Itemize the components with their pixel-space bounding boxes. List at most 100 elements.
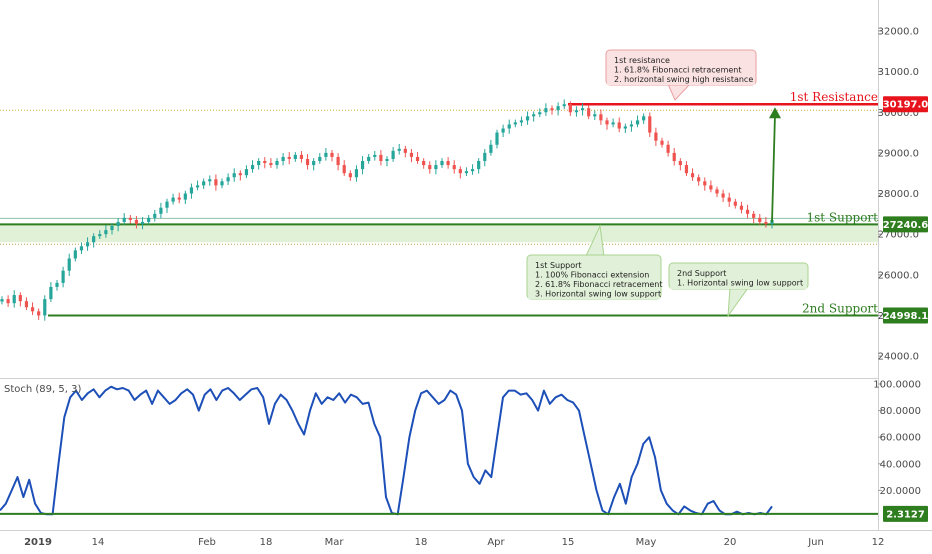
candle-body	[232, 173, 236, 178]
candle-body	[501, 128, 505, 133]
time-tick-label: 14	[92, 537, 105, 548]
support1-note-seam	[528, 297, 660, 299]
candle-body	[483, 152, 487, 161]
candle-body	[470, 169, 475, 172]
level-lines-group: 1st Resistance 1st Support 2nd Support	[0, 90, 878, 317]
candle-body	[544, 108, 548, 113]
candle-body	[79, 246, 84, 251]
candle-body	[61, 270, 65, 283]
stochastic-pane	[0, 385, 878, 516]
candle-body	[299, 154, 304, 159]
support-zone	[0, 224, 878, 243]
candle-body	[495, 132, 499, 145]
candle-body	[464, 171, 469, 174]
candle-body	[367, 156, 371, 161]
time-tick-label: 12	[872, 537, 885, 548]
candle-body	[727, 197, 731, 202]
candle-body	[165, 201, 169, 208]
price-axis[interactable]: 32000.0 31000.0 30000.0 29000.0 28000.0 27000…	[873, 27, 921, 497]
candle-body	[318, 156, 322, 161]
time-tick-label: 15	[562, 537, 575, 548]
candle-body	[287, 156, 291, 159]
candle-body	[263, 161, 267, 164]
candle-body	[122, 217, 126, 222]
candle-body	[489, 144, 493, 153]
support1-price-tag-text: 27240.6	[883, 220, 929, 231]
price-tick-label: 28000.0	[878, 189, 919, 200]
resistance-note-line: 1st resistance	[614, 56, 670, 65]
stoch-tick-label: 100.0000	[873, 380, 921, 391]
time-tick-label: Mar	[325, 537, 345, 548]
price-tick-label: 26000.0	[878, 270, 919, 281]
candle-body	[532, 114, 536, 117]
candle-body	[678, 161, 682, 166]
candle-body	[244, 169, 249, 176]
candle-body	[611, 122, 615, 125]
candle-body	[336, 156, 340, 166]
candle-body	[666, 144, 670, 153]
time-axis[interactable]: 2019 14 Feb 18 Mar 18 Apr 15 May 20 Jun 12	[24, 537, 884, 548]
resistance-note-line: 2. horizontal swing high resistance	[614, 75, 753, 84]
resistance-price-tag-bg	[883, 96, 928, 113]
resistance-note-seam	[607, 83, 755, 85]
candle-body	[409, 152, 414, 157]
candle-body	[6, 299, 10, 304]
support1-note-line: 2. 61.8% Fibonacci retracement	[535, 280, 663, 289]
candle-body	[177, 197, 181, 200]
price-tick-label: 24000.0	[878, 352, 919, 363]
stoch-line	[0, 385, 773, 516]
candle-body	[159, 207, 163, 214]
candle-body	[440, 161, 444, 166]
support2-note-line: 1. Horizontal swing low support	[677, 279, 803, 288]
candle-body	[690, 173, 695, 178]
candle-body	[43, 299, 47, 316]
candle-body	[391, 150, 395, 159]
candle-body	[49, 286, 53, 300]
stoch-tick-label: 60.0000	[880, 433, 921, 444]
price-tags-group: 30197.0 27240.6 24998.1 2.3127	[883, 96, 929, 522]
candle-body	[373, 154, 377, 157]
candle-body	[629, 124, 634, 127]
price-tick-label: 32000.0	[878, 27, 919, 38]
candle-body	[226, 177, 230, 182]
resistance-price-tag-text: 30197.0	[883, 100, 929, 111]
candle-body	[574, 110, 579, 113]
candle-body	[250, 165, 255, 170]
candle-body	[648, 116, 652, 133]
candle-body	[37, 311, 41, 316]
candle-body	[330, 152, 334, 157]
candle-body	[30, 307, 35, 312]
candle-body	[587, 108, 591, 117]
candle-body	[18, 295, 22, 302]
candle-body	[67, 258, 71, 271]
candle-body	[348, 173, 352, 178]
candle-body	[745, 209, 750, 214]
support2-price-tag-bg	[883, 307, 928, 324]
candle-body	[293, 154, 297, 159]
candle-body	[709, 185, 713, 190]
candle-body	[281, 156, 285, 161]
candle-body	[721, 193, 725, 198]
candle-body	[660, 140, 664, 145]
candle-body	[697, 177, 701, 182]
candle-body	[525, 116, 530, 121]
candle-body	[428, 165, 432, 170]
price-tick-label: 30000.0	[878, 108, 919, 119]
candle-body	[733, 201, 737, 206]
candle-body	[183, 193, 187, 200]
time-tick-label: 18	[260, 537, 273, 548]
candle-body	[599, 114, 603, 121]
stoch-indicator-label[interactable]: Stoch (89, 5, 3)	[4, 384, 81, 395]
candle-body	[513, 122, 517, 125]
support2-label: 2nd Support	[802, 301, 878, 315]
candle-body	[617, 122, 621, 129]
candle-body	[452, 165, 456, 170]
candle-body	[397, 148, 401, 151]
candle-body	[275, 161, 279, 166]
candle-body	[562, 104, 566, 107]
candle-body	[134, 219, 139, 224]
time-tick-label: Apr	[487, 537, 505, 548]
